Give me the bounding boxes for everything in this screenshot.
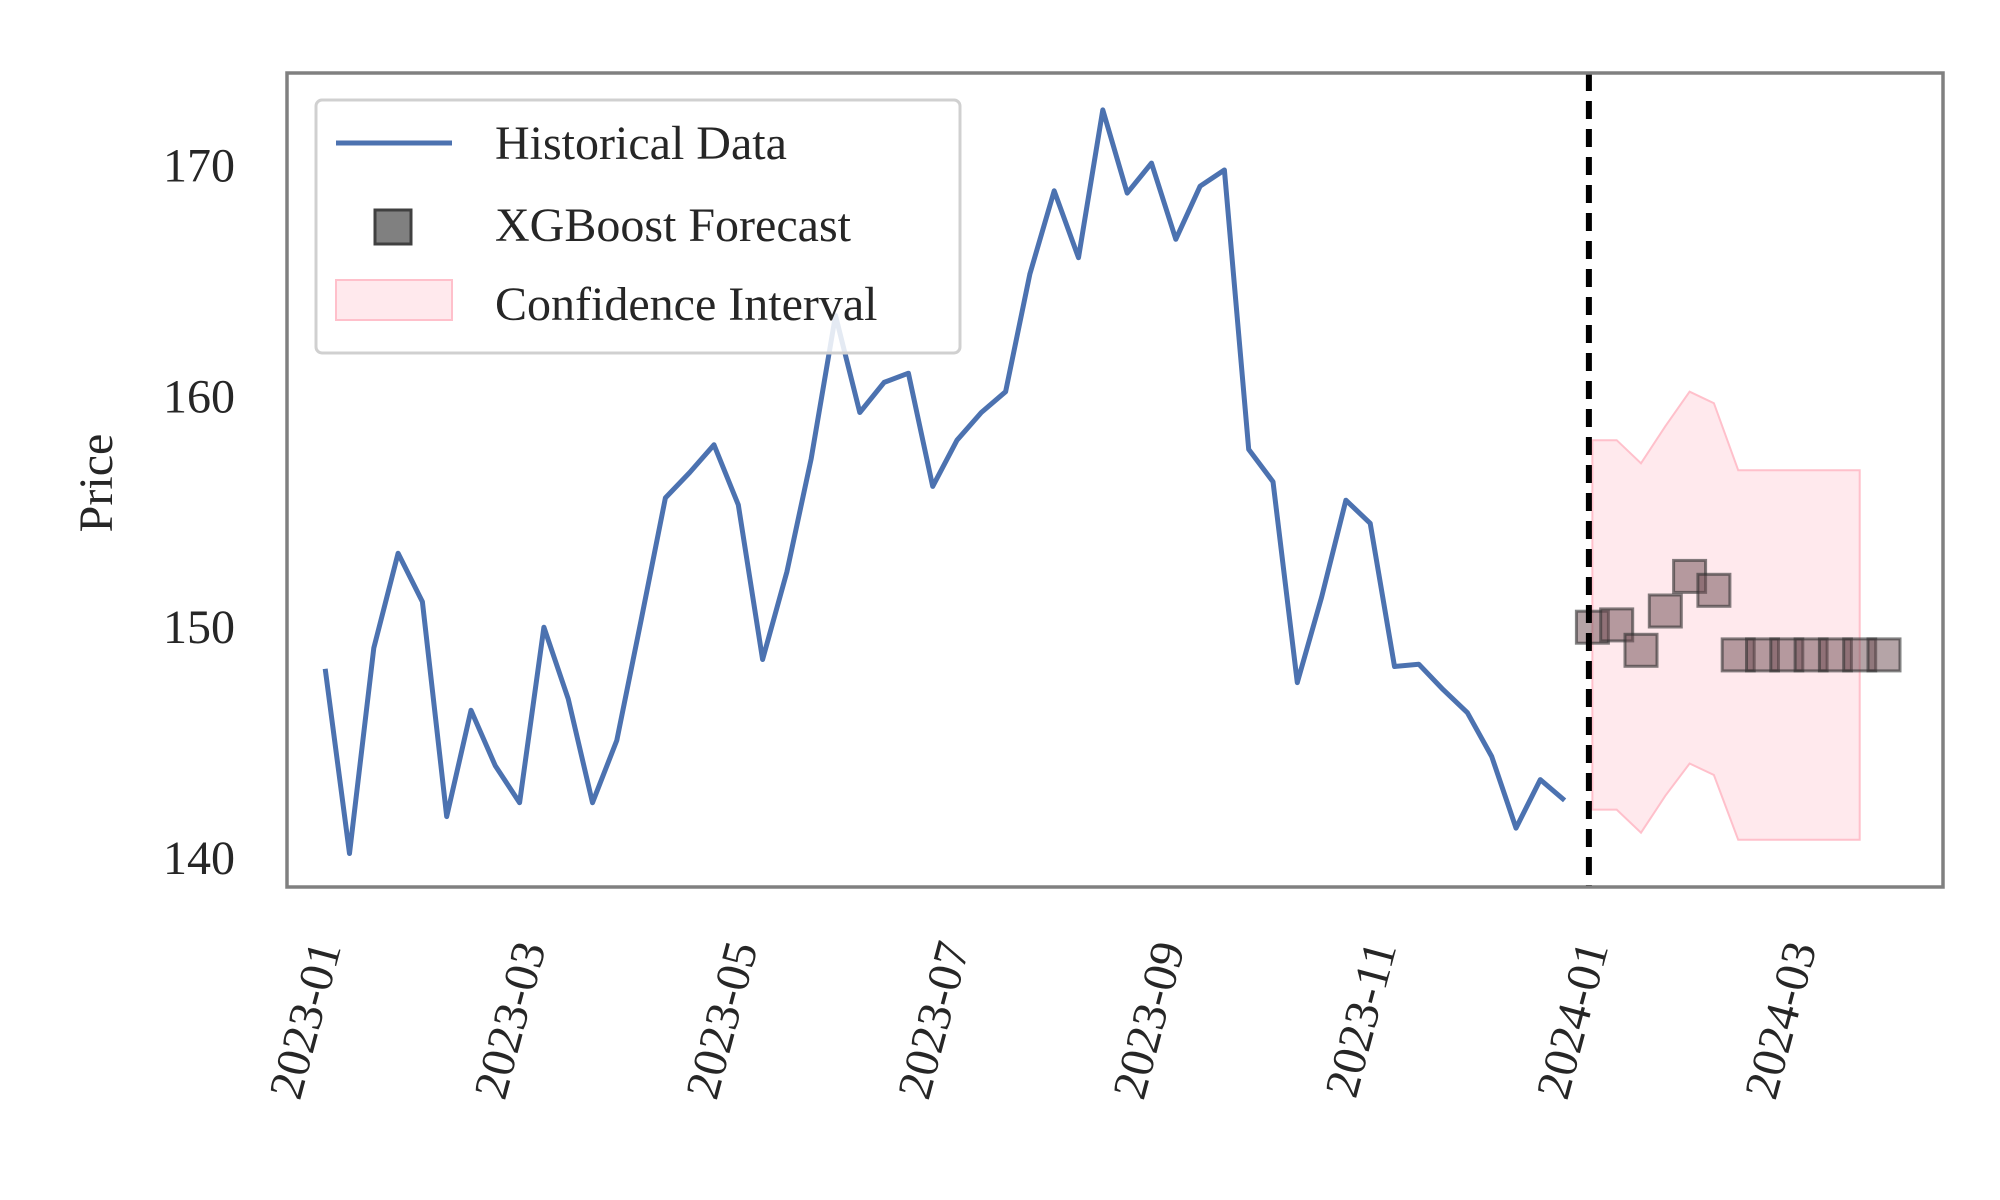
legend-square-swatch xyxy=(373,208,413,246)
legend-label-historical: Historical Data xyxy=(495,117,787,170)
legend: Historical Data XGBoost Forecast Confide… xyxy=(314,98,962,355)
legend-band-swatch xyxy=(335,279,453,321)
forecast-marker xyxy=(1623,632,1659,668)
forecast-marker xyxy=(1696,572,1732,608)
y-axis-ticks: 140 150 160 170 xyxy=(163,139,235,885)
forecast-marker xyxy=(1866,637,1902,673)
y-tick-label: 140 xyxy=(163,832,235,885)
forecast-marker-layer xyxy=(1574,558,1902,673)
y-tick-label: 150 xyxy=(163,601,235,654)
y-tick-label: 170 xyxy=(163,139,235,192)
legend-label-confidence: Confidence Interval xyxy=(495,278,878,331)
forecast-marker xyxy=(1647,593,1683,629)
historical-data-line xyxy=(322,107,1567,856)
y-tick-label: 160 xyxy=(163,370,235,423)
confidence-band-layer xyxy=(1591,390,1861,841)
plot-frame xyxy=(285,71,1945,889)
historical-line-layer xyxy=(322,107,1567,856)
legend-label-forecast: XGBoost Forecast xyxy=(495,199,852,252)
confidence-interval-band xyxy=(1591,390,1861,841)
y-axis-label: Price xyxy=(70,434,123,533)
legend-frame xyxy=(314,98,962,355)
